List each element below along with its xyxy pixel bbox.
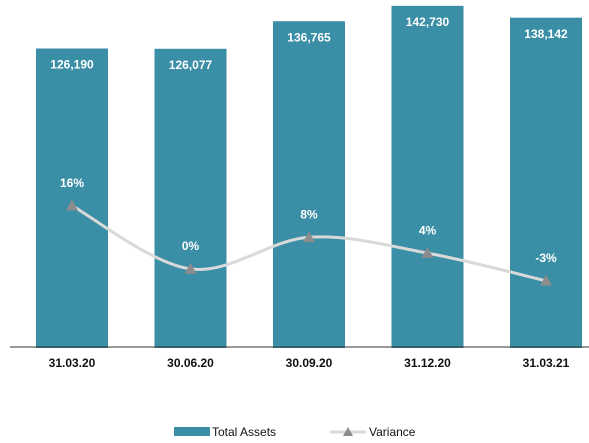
variance-marker bbox=[66, 199, 78, 211]
bar-label: 126,077 bbox=[169, 58, 213, 72]
bar bbox=[391, 5, 464, 348]
variance-marker bbox=[303, 231, 315, 243]
bar bbox=[510, 17, 582, 348]
bar bbox=[36, 48, 108, 348]
variance-label: -3% bbox=[535, 251, 557, 265]
variance-marker bbox=[184, 262, 197, 274]
x-tick-label: 30.09.20 bbox=[286, 356, 333, 370]
bar bbox=[273, 21, 345, 349]
variance-label: 8% bbox=[300, 207, 318, 221]
bar bbox=[154, 48, 227, 348]
variance-label: 16% bbox=[60, 176, 84, 190]
bar-label: 126,190 bbox=[50, 58, 94, 72]
bar-label: 136,765 bbox=[287, 30, 331, 44]
bar-label: 138,142 bbox=[524, 27, 568, 41]
legend-label: Variance bbox=[369, 425, 416, 439]
variance-marker bbox=[421, 247, 434, 258]
x-tick-label: 31.12.20 bbox=[404, 356, 451, 370]
variance-label: 4% bbox=[419, 223, 437, 237]
legend-marker bbox=[343, 427, 353, 436]
x-tick-label: 31.03.20 bbox=[49, 356, 96, 370]
legend-swatch bbox=[174, 427, 210, 436]
variance-label: 0% bbox=[182, 239, 200, 253]
x-tick-label: 31.03.21 bbox=[523, 356, 570, 370]
x-tick-label: 30.06.20 bbox=[167, 356, 214, 370]
legend-label: Total Assets bbox=[212, 425, 276, 439]
variance-marker bbox=[540, 274, 552, 286]
bar-label: 142,730 bbox=[406, 15, 450, 29]
